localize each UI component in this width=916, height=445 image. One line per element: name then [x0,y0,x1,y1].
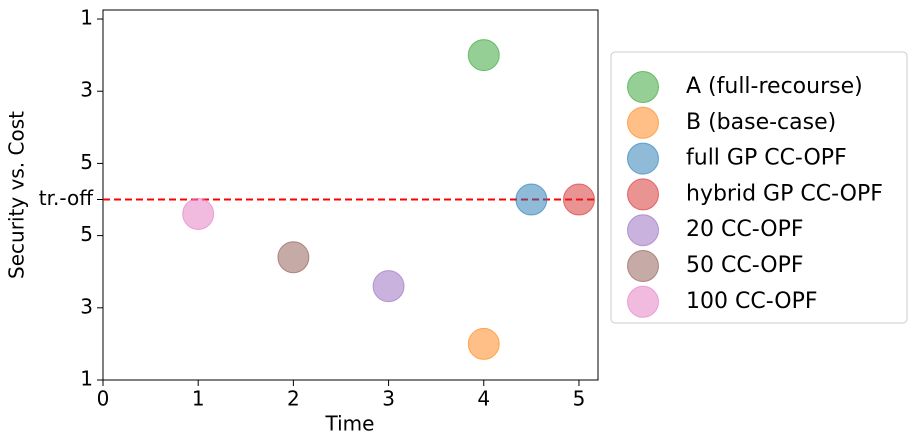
x-tick-label: 4 [477,387,490,411]
legend-marker [627,214,659,247]
point [182,197,215,230]
y-tick-label: tr.-off [39,186,94,210]
y-tick-label: 3 [80,294,93,318]
legend-marker [627,250,659,282]
legend-label: 50 CC-OPF [686,253,804,278]
x-tick-label: 3 [382,387,395,411]
legend-label: full GP CC-OPF [686,146,847,171]
x-tick-label: 2 [287,387,300,411]
point [562,183,595,216]
x-axis-label: Time [325,412,375,436]
y-tick-label: 5 [80,150,93,174]
x-tick-label: 0 [97,387,110,411]
legend-label: 100 CC-OPF [686,289,818,314]
legend-marker [627,178,659,211]
legend-marker [627,106,659,139]
y-tick-label: 3 [80,78,93,102]
point [467,327,500,360]
point [467,39,500,72]
legend-label: B (base-case) [686,110,836,135]
legend-label: A (full-recourse) [686,74,863,99]
legend-box [610,51,908,324]
legend-marker [627,71,659,103]
x-tick-label: 5 [573,387,586,411]
legend-label: hybrid GP CC-OPF [686,181,883,206]
y-axis-label: Security vs. Cost [5,111,29,279]
plot-frame [102,9,599,381]
legend-marker [627,285,659,318]
x-tick-label: 1 [192,387,205,411]
y-tick-label: 1 [80,367,93,391]
y-tick-label: 1 [80,6,93,30]
legend-label: 20 CC-OPF [686,217,804,242]
legend-marker [627,142,659,175]
point [372,270,405,303]
point [515,183,548,216]
y-tick-label: 5 [80,222,93,246]
point [277,241,310,274]
